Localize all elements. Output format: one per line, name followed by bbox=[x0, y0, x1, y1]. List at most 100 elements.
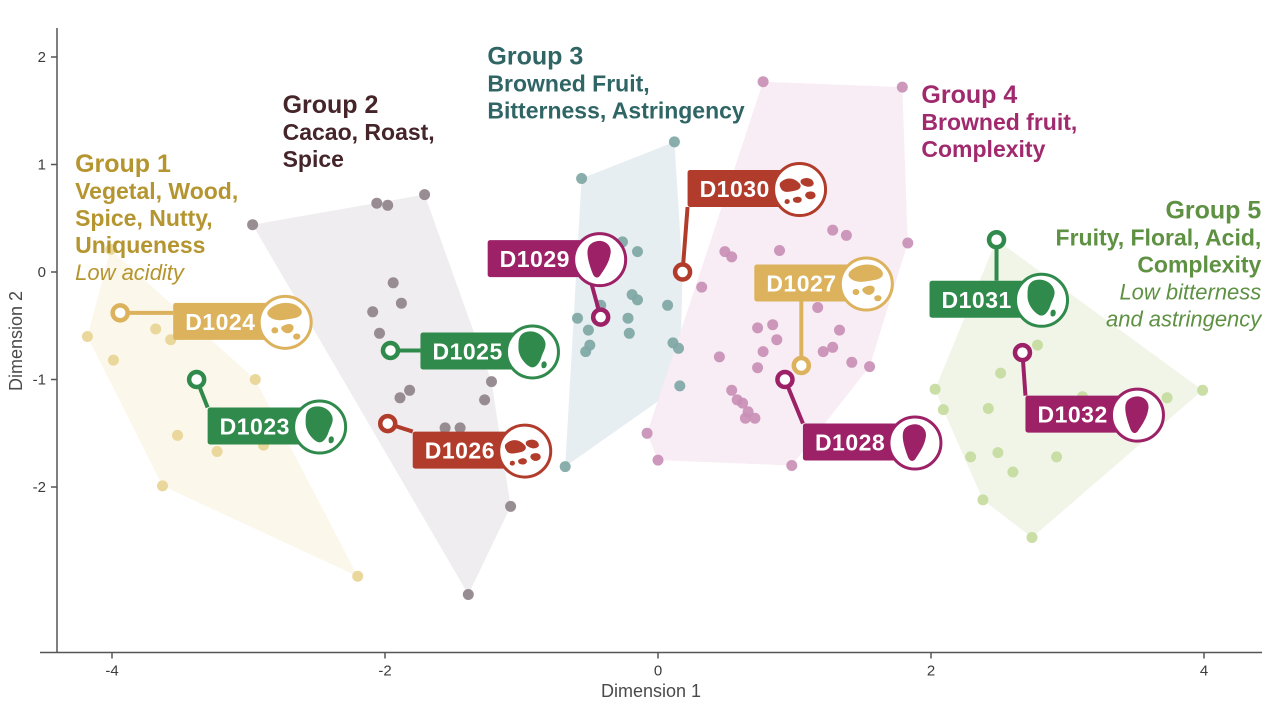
sample-tag bbox=[754, 264, 857, 302]
scatter-point-group4 bbox=[752, 322, 764, 334]
sample-tag-label: D1030 bbox=[700, 176, 770, 202]
sample-D1023: D1023 bbox=[186, 369, 348, 455]
x-tick-label: -4 bbox=[105, 663, 118, 680]
scatter-point-group3 bbox=[582, 324, 594, 336]
y-tick-label: 2 bbox=[38, 49, 46, 66]
scatter-point-group1 bbox=[105, 243, 117, 255]
sample-anchor-point bbox=[672, 262, 693, 282]
sample-anchor-point bbox=[377, 413, 398, 434]
sample-D1030: D1030 bbox=[672, 162, 828, 282]
sample-tag bbox=[412, 431, 515, 469]
scatter-point-group2 bbox=[505, 500, 517, 512]
y-tick-label: 1 bbox=[38, 157, 46, 174]
sample-tag-label: D1031 bbox=[942, 287, 1012, 313]
scatter-point-group5 bbox=[982, 403, 994, 414]
sample-D1024: D1024 bbox=[110, 294, 313, 350]
sample-D1029: D1029 bbox=[487, 232, 628, 327]
sample-D1027: D1027 bbox=[754, 256, 894, 376]
scatter-point-group4 bbox=[812, 302, 824, 313]
scatter-point-group3 bbox=[580, 346, 592, 358]
scatter-point-group3 bbox=[576, 173, 588, 184]
scatter-point-group3 bbox=[662, 299, 674, 311]
scatter-point-group4 bbox=[757, 76, 769, 88]
caribbean-globe-icon bbox=[772, 162, 828, 217]
scatter-point-group3 bbox=[559, 461, 571, 473]
scatter-point-group4 bbox=[902, 237, 914, 249]
scatter-point-group3 bbox=[632, 246, 643, 258]
x-tick-label: 2 bbox=[927, 663, 935, 680]
scatter-point-group2 bbox=[439, 422, 451, 434]
group1-annotation-line: Vegetal, Wood, bbox=[75, 178, 238, 204]
scatter-point-group3 bbox=[668, 136, 680, 148]
scatter-point-group4 bbox=[713, 351, 725, 363]
leader-line bbox=[680, 206, 690, 273]
scatter-point-group5 bbox=[965, 451, 977, 463]
scatter-point-group3 bbox=[673, 342, 684, 354]
sample-tag-label: D1027 bbox=[766, 271, 836, 297]
scatter-point-group4 bbox=[896, 81, 908, 93]
group3-annotation-line: Bitterness, Astringency bbox=[487, 98, 745, 124]
sample-D1026: D1026 bbox=[377, 413, 553, 479]
scatter-point-group2 bbox=[486, 376, 497, 388]
sample-tag bbox=[207, 407, 310, 445]
sample-anchor-point bbox=[986, 230, 1007, 250]
scatter-point-group2 bbox=[374, 327, 385, 339]
scatter-point-group4 bbox=[726, 251, 738, 263]
asia-globe-icon bbox=[838, 256, 894, 312]
scatter-point-group2 bbox=[247, 219, 259, 231]
scatter-point-group1 bbox=[81, 331, 93, 342]
scatter-point-group5 bbox=[995, 367, 1007, 379]
africa-globe-icon bbox=[1014, 272, 1070, 328]
scatter-point-group1 bbox=[172, 429, 183, 441]
south-america-globe-icon bbox=[1109, 387, 1165, 443]
scatter-point-group3 bbox=[623, 327, 635, 339]
africa-globe-icon bbox=[504, 324, 560, 380]
scatter-point-group5 bbox=[1161, 392, 1173, 404]
scatter-point-group2 bbox=[462, 589, 474, 600]
group2-annotation-line: Cacao, Roast, bbox=[283, 119, 435, 145]
sample-anchor-point bbox=[186, 369, 207, 390]
group1-annotation-line: Low acidity bbox=[75, 260, 186, 285]
scatter-point-group2 bbox=[371, 197, 383, 209]
group5-annotation-line: Low bitterness bbox=[1119, 279, 1261, 304]
group4-annotation-line: Complexity bbox=[921, 136, 1045, 162]
south-america-globe-icon bbox=[572, 232, 628, 288]
africa-globe-icon bbox=[292, 399, 348, 455]
scatter-point-group5 bbox=[977, 494, 989, 506]
sample-D1025: D1025 bbox=[380, 324, 560, 380]
scatter-point-group5 bbox=[992, 447, 1004, 459]
sample-tag-label: D1029 bbox=[500, 246, 570, 272]
scatter-point-group2 bbox=[367, 306, 379, 318]
sample-tag bbox=[1025, 395, 1128, 433]
group3-annotation-line: Group 3 bbox=[487, 43, 583, 71]
y-axis-title: Dimension 2 bbox=[6, 291, 26, 391]
scatter-point-group4 bbox=[846, 356, 858, 368]
scatter-point-group1 bbox=[150, 323, 162, 335]
sample-anchor-point bbox=[775, 369, 795, 390]
scatter-point-group4 bbox=[864, 361, 876, 373]
group5-annotation-line: Fruity, Floral, Acid, bbox=[1056, 224, 1262, 250]
sample-D1032: D1032 bbox=[1012, 342, 1165, 443]
scatter-point-group5 bbox=[929, 383, 941, 395]
scatter-point-group2 bbox=[387, 277, 399, 289]
y-tick-label: -1 bbox=[33, 372, 46, 389]
group3-hull bbox=[565, 141, 683, 467]
sample-tag bbox=[802, 423, 905, 461]
scatter-point-group1 bbox=[352, 570, 364, 582]
group2-annotation-line: Group 2 bbox=[283, 91, 379, 119]
x-tick-label: 4 bbox=[1200, 663, 1208, 680]
group5-annotation-line: Group 5 bbox=[1165, 196, 1261, 224]
scatter-point-group3 bbox=[632, 294, 643, 306]
scatter-point-group2 bbox=[419, 189, 431, 201]
group2-hull bbox=[252, 194, 511, 595]
scatter-point-group2 bbox=[394, 392, 406, 404]
scatter-point-group1 bbox=[157, 480, 168, 492]
scatter-point-group5 bbox=[937, 404, 949, 416]
group5-annotation-line: and astringency bbox=[1106, 306, 1263, 331]
sample-tag bbox=[929, 280, 1032, 318]
